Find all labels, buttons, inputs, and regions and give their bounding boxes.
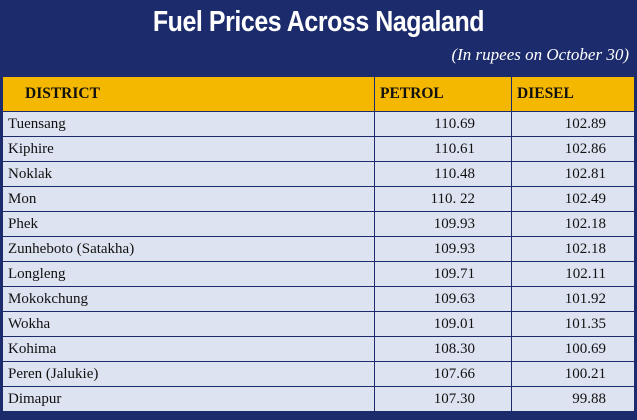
district-cell: Zunheboto (Satakha) xyxy=(2,236,375,262)
diesel-price-cell: 102.86 xyxy=(511,136,635,162)
table-row: Zunheboto (Satakha) 109.93 102.18 xyxy=(2,236,635,262)
petrol-price-cell: 109.01 xyxy=(374,311,512,337)
column-header-diesel: DIESEL xyxy=(511,76,635,112)
fuel-price-table: DISTRICT PETROL DIESEL Tuensang 110.69 102… xyxy=(2,76,635,412)
district-cell: Mon xyxy=(2,186,375,212)
table-row: Dimapur 107.30 99.88 xyxy=(2,386,635,412)
table-row: Mokokchung 109.63 101.92 xyxy=(2,286,635,312)
column-header-petrol: PETROL xyxy=(374,76,512,112)
petrol-price-cell: 110.48 xyxy=(374,161,512,187)
diesel-price-cell: 102.81 xyxy=(511,161,635,187)
district-cell: Kiphire xyxy=(2,136,375,162)
district-cell: Phek xyxy=(2,211,375,237)
petrol-price-cell: 109.71 xyxy=(374,261,512,287)
diesel-price-cell: 101.35 xyxy=(511,311,635,337)
diesel-price-cell: 102.18 xyxy=(511,211,635,237)
petrol-price-cell: 107.30 xyxy=(374,386,512,412)
diesel-price-cell: 102.18 xyxy=(511,236,635,262)
district-cell: Wokha xyxy=(2,311,375,337)
district-cell: Tuensang xyxy=(2,111,375,137)
district-cell: Peren (Jalukie) xyxy=(2,361,375,387)
district-cell: Dimapur xyxy=(2,386,375,412)
table-row: Kohima 108.30 100.69 xyxy=(2,336,635,362)
diesel-price-cell: 102.11 xyxy=(511,261,635,287)
diesel-price-cell: 99.88 xyxy=(511,386,635,412)
diesel-price-cell: 100.69 xyxy=(511,336,635,362)
column-header-district: DISTRICT xyxy=(2,76,375,112)
district-cell: Longleng xyxy=(2,261,375,287)
table-row: Tuensang 110.69 102.89 xyxy=(2,111,635,137)
table-row: Phek 109.93 102.18 xyxy=(2,211,635,237)
table-body: Tuensang 110.69 102.89 Kiphire 110.61 102.86 N… xyxy=(2,111,635,412)
table-row: Noklak 110.48 102.81 xyxy=(2,161,635,187)
petrol-price-cell: 107.66 xyxy=(374,361,512,387)
petrol-price-cell: 108.30 xyxy=(374,336,512,362)
table-subtitle: (In rupees on October 30) xyxy=(451,45,629,64)
diesel-price-cell: 102.89 xyxy=(511,111,635,137)
diesel-price-cell: 102.49 xyxy=(511,186,635,212)
table-title: Fuel Prices Across Nagaland xyxy=(152,6,485,38)
table-row: Peren (Jalukie) 107.66 100.21 xyxy=(2,361,635,387)
title-bar: Fuel Prices Across Nagaland (In rupees o… xyxy=(0,0,637,76)
table-row: Longleng 109.71 102.11 xyxy=(2,261,635,287)
table-row: Wokha 109.01 101.35 xyxy=(2,311,635,337)
table-row: Kiphire 110.61 102.86 xyxy=(2,136,635,162)
district-cell: Mokokchung xyxy=(2,286,375,312)
petrol-price-cell: 109.93 xyxy=(374,236,512,262)
header-row: DISTRICT PETROL DIESEL xyxy=(2,76,635,112)
petrol-price-cell: 110.61 xyxy=(374,136,512,162)
diesel-price-cell: 101.92 xyxy=(511,286,635,312)
district-cell: Kohima xyxy=(2,336,375,362)
diesel-price-cell: 100.21 xyxy=(511,361,635,387)
table-row: Mon 110. 22 102.49 xyxy=(2,186,635,212)
petrol-price-cell: 110.69 xyxy=(374,111,512,137)
petrol-price-cell: 109.93 xyxy=(374,211,512,237)
district-cell: Noklak xyxy=(2,161,375,187)
petrol-price-cell: 110. 22 xyxy=(374,186,512,212)
petrol-price-cell: 109.63 xyxy=(374,286,512,312)
